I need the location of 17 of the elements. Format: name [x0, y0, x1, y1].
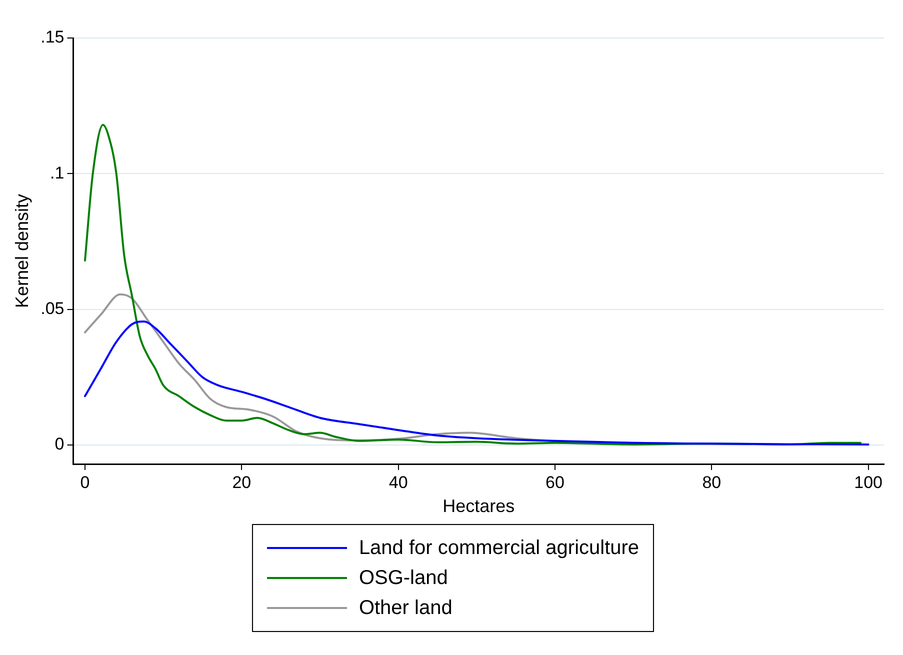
y-tick-label: 0: [54, 434, 64, 454]
y-tick-label: .15: [40, 28, 64, 47]
x-tick-label: 60: [546, 472, 564, 492]
y-axis-title: Kernel density: [12, 194, 32, 308]
legend-label: OSG-land: [358, 566, 448, 590]
legend-label: Land for commercial agriculture: [358, 536, 640, 560]
x-tick-label: 80: [702, 472, 722, 492]
legend-label: Other land: [358, 596, 452, 620]
line-series: [84, 124, 862, 446]
y-tick-label: .1: [50, 163, 64, 182]
x-axis-title: Hectares: [442, 496, 515, 516]
x-tick-label: 40: [388, 472, 408, 492]
y-tick-label: .05: [40, 299, 64, 318]
line-series: [84, 320, 870, 446]
x-tick-label: 100: [854, 472, 883, 492]
x-tick-label: 20: [232, 472, 252, 492]
x-tick-label: 0: [80, 472, 90, 492]
